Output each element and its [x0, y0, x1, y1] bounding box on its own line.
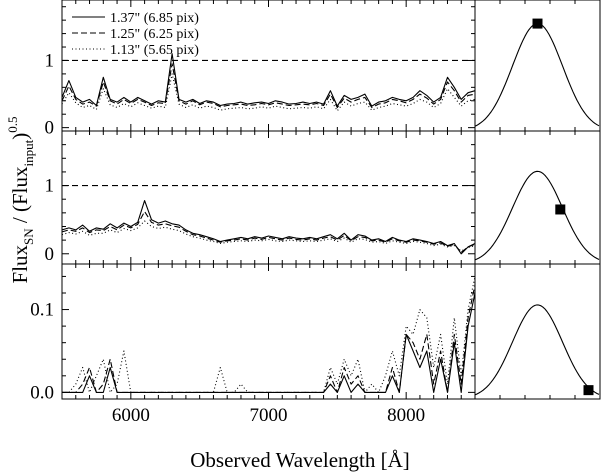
y-tick-label-bottom: 0.0: [30, 382, 54, 403]
side-panel-2: [474, 130, 601, 265]
side-marker: [555, 204, 566, 215]
gaussian-curve: [474, 304, 600, 396]
y-tick-label-top: 1: [45, 50, 55, 71]
panel-frame-bottom: [61, 263, 476, 400]
side-panel-1: [474, 0, 601, 132]
y-tick-label-middle: 1: [45, 176, 55, 197]
x-tick-label: 8000: [387, 405, 425, 426]
side-panels: [474, 0, 601, 400]
gaussian-curve: [474, 170, 600, 261]
x-tick-label: 6000: [112, 405, 150, 426]
series-line-middle-1: [61, 200, 476, 255]
side-panel-3: [474, 263, 601, 400]
side-marker: [583, 385, 594, 396]
legend-label-1: 1.37" (6.85 pix): [110, 11, 199, 26]
panel-bottom: 0.0 0.1: [30, 263, 476, 403]
x-axis-label: Observed Wavelength [Å]: [190, 448, 410, 472]
y-axis-label: FluxSN / (Fluxinput)0.5: [5, 117, 36, 284]
x-tick-label: 7000: [250, 405, 288, 426]
panel-frame-middle: [61, 130, 476, 265]
y-tick-label-middle: 0: [45, 244, 55, 265]
series-line-bottom-2: [62, 284, 476, 393]
side-marker: [532, 18, 543, 29]
series-line-top-1: [61, 53, 476, 107]
series-line-bottom-3: [62, 276, 476, 393]
y-tick-label-bottom: 0.1: [30, 300, 54, 321]
side-panel-frame: [474, 263, 601, 400]
gaussian-curve: [474, 23, 600, 127]
series-line-middle-3: [61, 220, 476, 252]
series-line-top-2: [61, 63, 476, 109]
y-tick-label-top: 0: [45, 118, 55, 139]
series-line-middle-2: [61, 210, 476, 253]
panel-middle: 01: [45, 130, 476, 265]
legend: 1.37" (6.85 pix) 1.25" (6.25 pix) 1.13" …: [72, 11, 199, 58]
legend-label-2: 1.25" (6.25 pix): [110, 27, 199, 42]
legend-label-3: 1.13" (5.65 pix): [110, 43, 199, 58]
